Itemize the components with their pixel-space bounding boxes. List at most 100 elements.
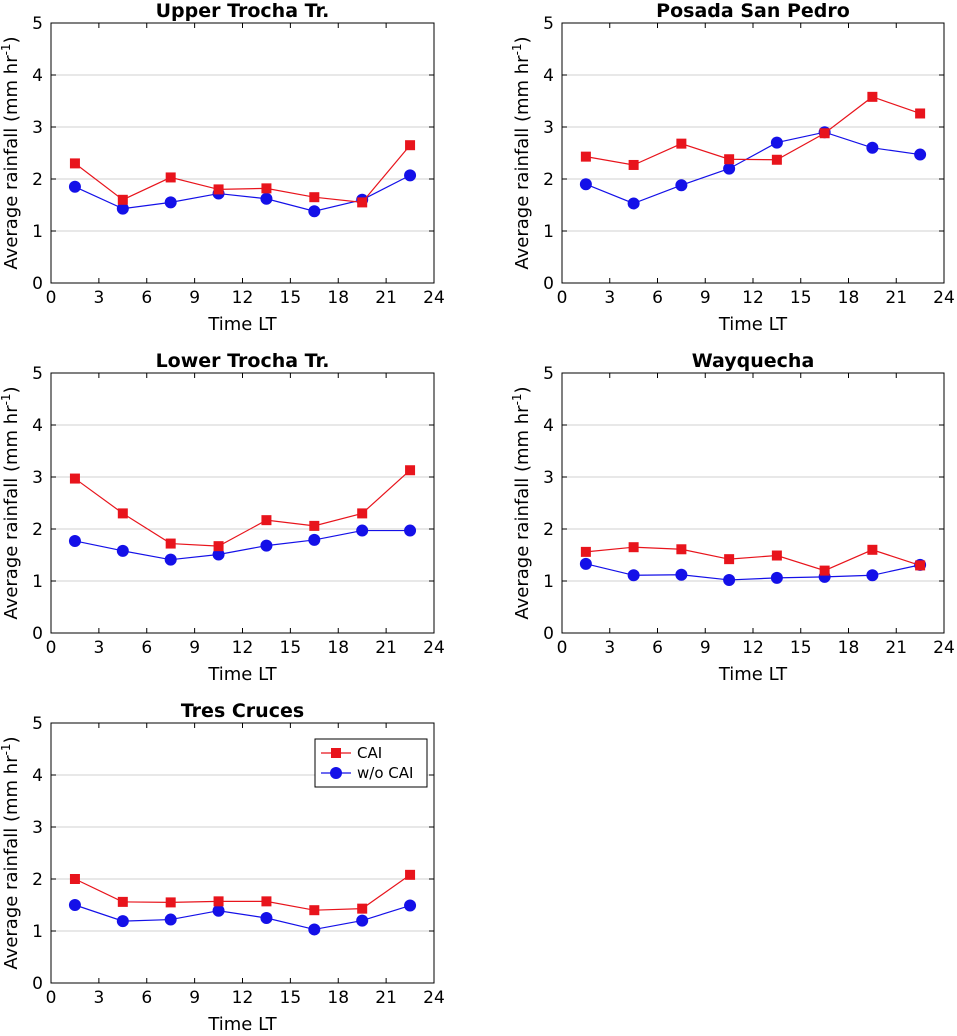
x-tick-label: 15 xyxy=(790,288,812,308)
x-tick-label: 21 xyxy=(375,988,397,1008)
series-line-cai xyxy=(585,546,921,572)
y-tick-label: 1 xyxy=(32,922,43,942)
data-point-cai xyxy=(580,546,591,557)
data-point-wo-cai xyxy=(116,544,129,557)
series-line-wo-cai xyxy=(74,904,411,931)
x-tick-label: 21 xyxy=(375,638,397,658)
x-tick-label: 15 xyxy=(790,638,812,658)
x-tick-label: 24 xyxy=(423,988,445,1008)
data-point-cai xyxy=(405,869,416,880)
y-axis-label-sup: -1 xyxy=(510,393,524,405)
data-point-wo-cai xyxy=(627,569,640,582)
x-tick-label: 18 xyxy=(327,988,349,1008)
x-tick-label: 0 xyxy=(46,988,57,1008)
x-tick-label: 3 xyxy=(604,638,615,658)
x-tick-label: 12 xyxy=(742,638,764,658)
data-point-wo-cai xyxy=(164,553,177,566)
x-tick-label: 18 xyxy=(838,288,860,308)
y-tick-label: 3 xyxy=(32,818,43,838)
y-tick-label: 4 xyxy=(543,416,554,436)
x-tick-label: 18 xyxy=(327,638,349,658)
y-axis-label-main: Average rainfall (mm hr xyxy=(512,55,533,270)
data-point-cai xyxy=(405,465,416,476)
data-point-wo-cai xyxy=(866,141,879,154)
y-tick-label: 5 xyxy=(32,364,43,384)
y-axis-label-sup: -1 xyxy=(510,43,524,55)
x-tick-label: 15 xyxy=(280,288,302,308)
data-point-cai xyxy=(69,473,80,484)
axes-box xyxy=(50,22,435,284)
data-point-wo-cai xyxy=(164,913,177,926)
chart-title: Upper Trocha Tr. xyxy=(156,0,330,22)
x-tick-label: 12 xyxy=(232,288,254,308)
y-tick-label: 3 xyxy=(32,118,43,138)
data-point-wo-cai xyxy=(116,202,129,215)
x-tick-label: 0 xyxy=(46,288,57,308)
data-point-cai xyxy=(261,515,272,526)
y-axis-label: Average rainfall (mm hr-1) xyxy=(510,36,533,269)
data-point-wo-cai xyxy=(68,899,81,911)
data-point-cai xyxy=(819,128,830,139)
y-tick-label: 5 xyxy=(32,14,43,34)
y-tick-label: 0 xyxy=(543,274,554,294)
y-axis-label-sup: -1 xyxy=(0,43,13,55)
y-tick-label: 5 xyxy=(32,714,43,734)
data-point-wo-cai xyxy=(116,915,129,928)
x-tick-label: 6 xyxy=(141,288,152,308)
x-tick-label: 24 xyxy=(933,288,955,308)
series-line-cai xyxy=(74,874,411,911)
y-axis-label-main: Average rainfall (mm hr xyxy=(512,405,533,620)
x-tick-label: 24 xyxy=(423,288,445,308)
data-point-cai xyxy=(676,544,687,555)
data-point-cai xyxy=(117,508,128,519)
data-point-cai xyxy=(357,508,368,519)
x-axis-label: Time LT xyxy=(207,1014,277,1035)
legend-label: w/o CAI xyxy=(357,764,413,782)
x-tick-label: 6 xyxy=(652,638,663,658)
x-tick-label: 9 xyxy=(700,638,711,658)
data-point-cai xyxy=(309,192,320,203)
y-tick-label: 2 xyxy=(32,870,43,890)
y-tick-label: 2 xyxy=(32,520,43,540)
y-axis-label: Average rainfall (mm hr-1) xyxy=(0,386,22,619)
data-point-wo-cai xyxy=(770,571,783,584)
y-tick-label: 0 xyxy=(32,974,43,994)
chart-title: Lower Trocha Tr. xyxy=(156,350,330,372)
data-point-wo-cai xyxy=(723,573,736,586)
data-point-wo-cai xyxy=(914,148,927,161)
y-axis-label-main: Average rainfall (mm hr xyxy=(1,755,22,970)
x-tick-label: 6 xyxy=(141,638,152,658)
y-tick-label: 3 xyxy=(543,468,554,488)
y-tick-label: 4 xyxy=(32,66,43,86)
data-point-wo-cai xyxy=(68,180,81,193)
y-tick-label: 5 xyxy=(543,14,554,34)
data-point-cai xyxy=(69,874,80,884)
data-point-wo-cai xyxy=(404,169,417,182)
data-point-wo-cai xyxy=(356,524,369,537)
x-tick-label: 12 xyxy=(742,288,764,308)
data-point-cai xyxy=(165,897,176,908)
x-axis-label: Time LT xyxy=(207,664,277,685)
y-axis-label-sup: -1 xyxy=(0,393,13,405)
axes-box xyxy=(561,372,945,634)
y-axis-label-main: Average rainfall (mm hr xyxy=(1,405,22,620)
data-point-wo-cai xyxy=(579,178,592,191)
y-tick-label: 0 xyxy=(32,274,43,294)
data-point-wo-cai xyxy=(627,197,640,210)
y-tick-label: 2 xyxy=(543,520,554,540)
data-point-cai xyxy=(819,565,830,576)
data-point-wo-cai xyxy=(675,179,688,192)
x-axis-label: Time LT xyxy=(718,664,788,685)
data-point-wo-cai xyxy=(308,205,321,218)
y-axis-label-close: ) xyxy=(1,736,22,743)
legend: CAI w/o CAI xyxy=(314,738,428,788)
series-line-cai xyxy=(585,96,921,166)
x-tick-label: 3 xyxy=(604,288,615,308)
data-point-cai xyxy=(915,560,926,571)
data-point-cai xyxy=(69,158,80,169)
data-point-cai xyxy=(117,896,128,907)
data-point-cai xyxy=(213,541,224,552)
chart-title: Posada San Pedro xyxy=(656,0,850,22)
